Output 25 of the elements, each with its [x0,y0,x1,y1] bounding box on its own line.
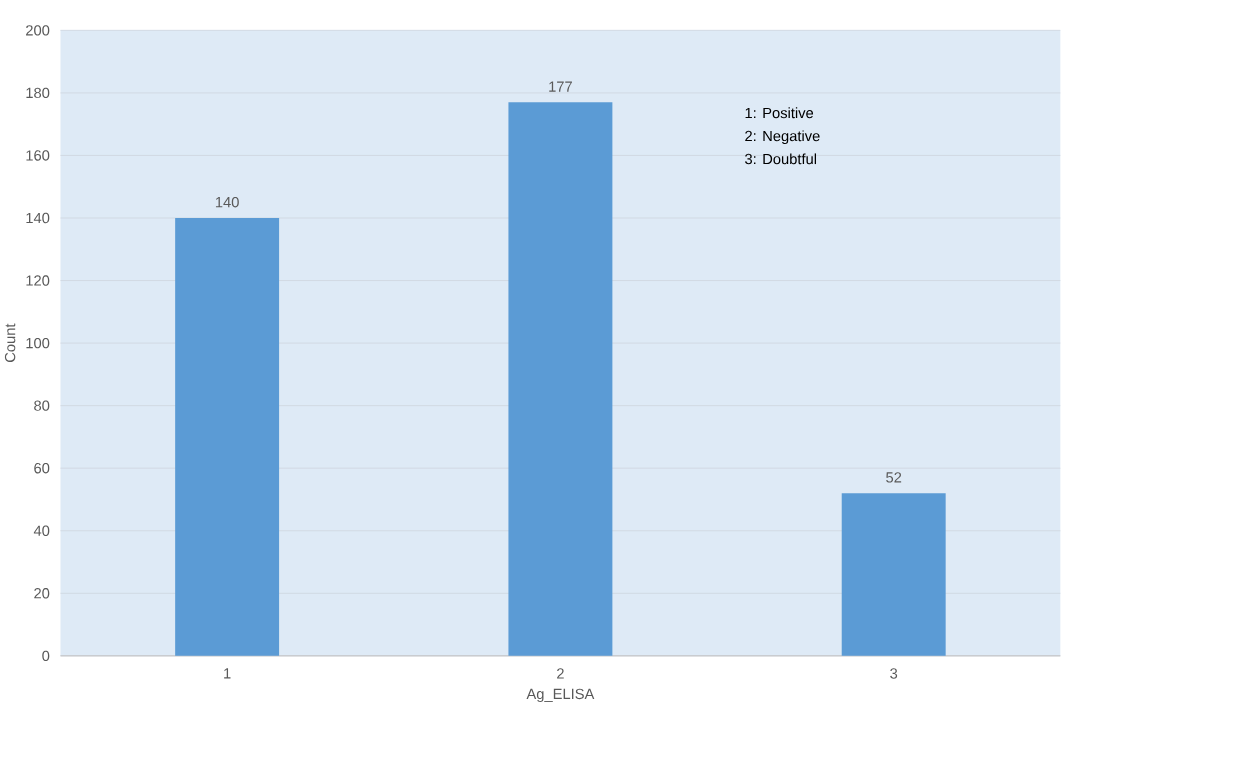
annotation: 2: Negative [745,130,820,145]
y-tick-label: 0 [42,650,50,662]
y-tick-label: 80 [34,400,50,411]
y-tick-label: 60 [34,463,50,474]
y-tick-label: 140 [26,212,50,224]
y-tick-label: 100 [26,338,50,349]
bar [175,218,280,656]
y-tick-label: 160 [26,150,50,161]
data-label: 140 [215,197,239,208]
y-axis-title: Count [4,323,16,363]
x-tick-label: 2 [557,668,564,679]
y-tick-label: 40 [33,525,50,537]
annotation: 1: Positive [745,107,814,119]
data-label: 52 [886,472,902,483]
x-tick-label: 1 [224,668,231,679]
data-label: 177 [549,81,572,92]
bar [841,493,946,656]
bar [508,102,613,656]
y-tick-label: 120 [26,275,50,286]
y-tick-label: 200 [26,25,50,36]
annotation: 3: Doubtful [745,153,817,165]
y-tick-label: 20 [34,588,50,599]
x-tick-label: 3 [890,668,898,679]
y-tick-label: 180 [26,87,50,99]
x-axis-title: Ag_ELISA [526,688,595,703]
